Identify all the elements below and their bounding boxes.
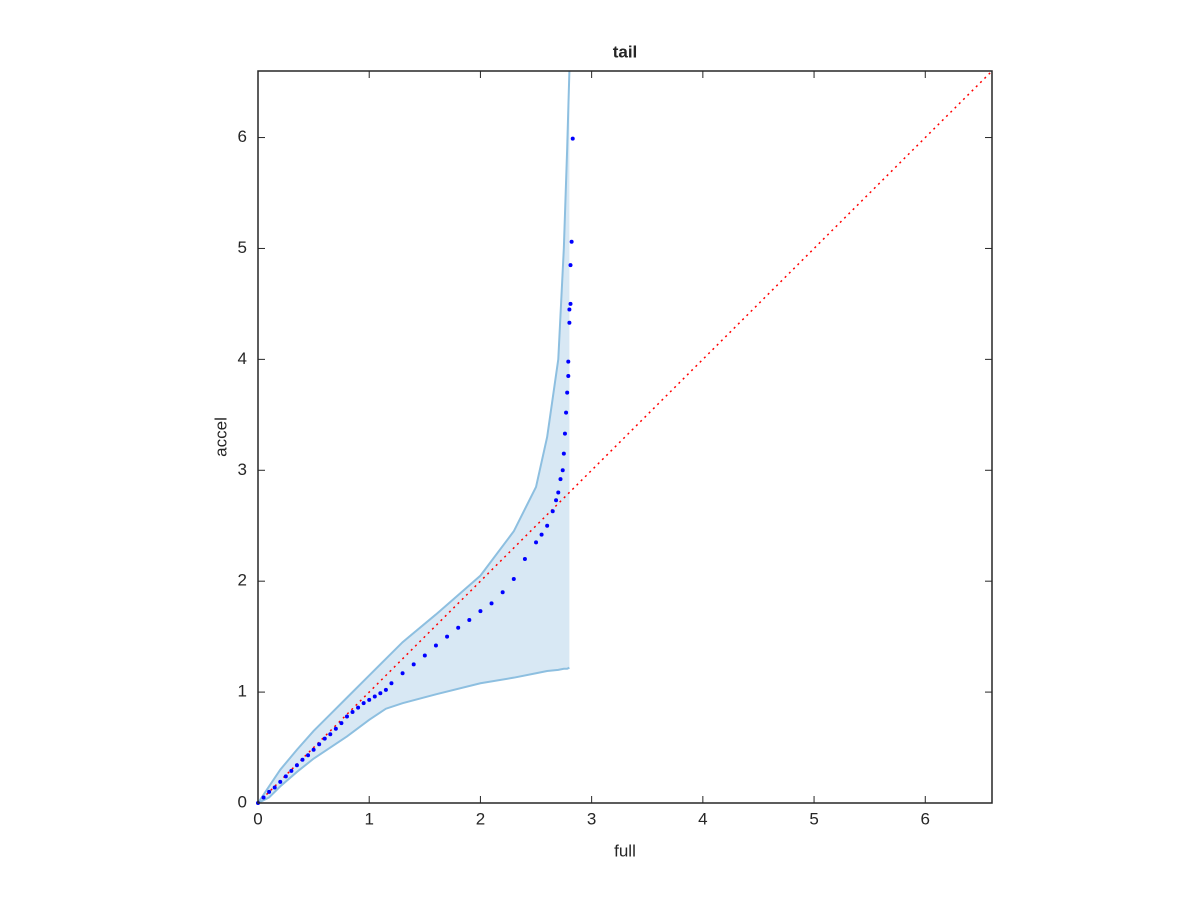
point: [511, 576, 516, 581]
y-tick-label: 5: [238, 238, 247, 257]
point: [570, 136, 575, 141]
point: [467, 618, 472, 622]
point: [500, 590, 505, 595]
point: [322, 736, 327, 741]
point: [569, 239, 574, 244]
point: [433, 643, 438, 648]
point: [294, 763, 299, 768]
point: [534, 540, 539, 545]
y-tick-label: 6: [238, 127, 247, 146]
point: [539, 532, 544, 537]
point: [283, 774, 288, 779]
point: [328, 732, 333, 737]
point: [565, 390, 570, 395]
point: [478, 609, 483, 614]
point: [566, 374, 571, 378]
point: [560, 468, 565, 473]
point: [489, 601, 494, 606]
point: [356, 705, 361, 710]
envelope-fill: [258, 71, 570, 803]
point: [554, 498, 559, 503]
envelope-upper: [257, 70, 571, 804]
y-tick-label: 4: [238, 349, 247, 368]
chart-title: tail: [613, 42, 638, 61]
point: [306, 753, 311, 758]
point: [383, 687, 388, 692]
point: [422, 653, 427, 658]
y-tick-label: 1: [238, 682, 247, 701]
point: [564, 410, 569, 415]
y-tick-label: 3: [238, 460, 247, 479]
point: [267, 789, 272, 794]
point: [317, 742, 322, 747]
point: [339, 721, 344, 726]
x-tick-label: 5: [809, 809, 818, 828]
point: [568, 263, 573, 268]
point: [456, 625, 461, 630]
point: [567, 320, 572, 325]
x-tick-label: 1: [364, 809, 373, 828]
point: [344, 714, 349, 719]
point: [566, 359, 571, 364]
point: [545, 523, 550, 528]
y-axis-label: accel: [211, 417, 230, 457]
point: [278, 779, 283, 784]
y-tick-label: 2: [238, 571, 247, 590]
x-axis-label: full: [614, 841, 636, 860]
point: [300, 757, 305, 762]
point: [333, 726, 338, 731]
point: [561, 451, 566, 456]
point: [562, 431, 567, 436]
point: [550, 509, 555, 514]
point: [261, 795, 266, 800]
point: [522, 557, 527, 561]
point: [311, 747, 316, 752]
envelope-lower: [257, 666, 570, 804]
point: [445, 634, 450, 639]
x-tick-label: 0: [253, 809, 262, 828]
point: [389, 681, 394, 686]
point: [568, 301, 573, 306]
point: [378, 691, 383, 696]
point: [272, 785, 277, 790]
point: [289, 768, 294, 773]
point: [361, 701, 366, 706]
axes-box: [257, 70, 993, 804]
point: [372, 694, 377, 699]
point: [367, 697, 372, 702]
point: [567, 307, 572, 312]
x-tick-label: 3: [587, 809, 596, 828]
point: [556, 490, 561, 495]
point: [411, 662, 416, 667]
point: [558, 477, 563, 482]
x-tick-label: 2: [476, 809, 485, 828]
y-tick-label: 0: [238, 792, 247, 811]
point: [400, 671, 405, 676]
x-tick-label: 6: [921, 809, 930, 828]
x-tick-label: 4: [698, 809, 707, 828]
point: [350, 710, 355, 715]
